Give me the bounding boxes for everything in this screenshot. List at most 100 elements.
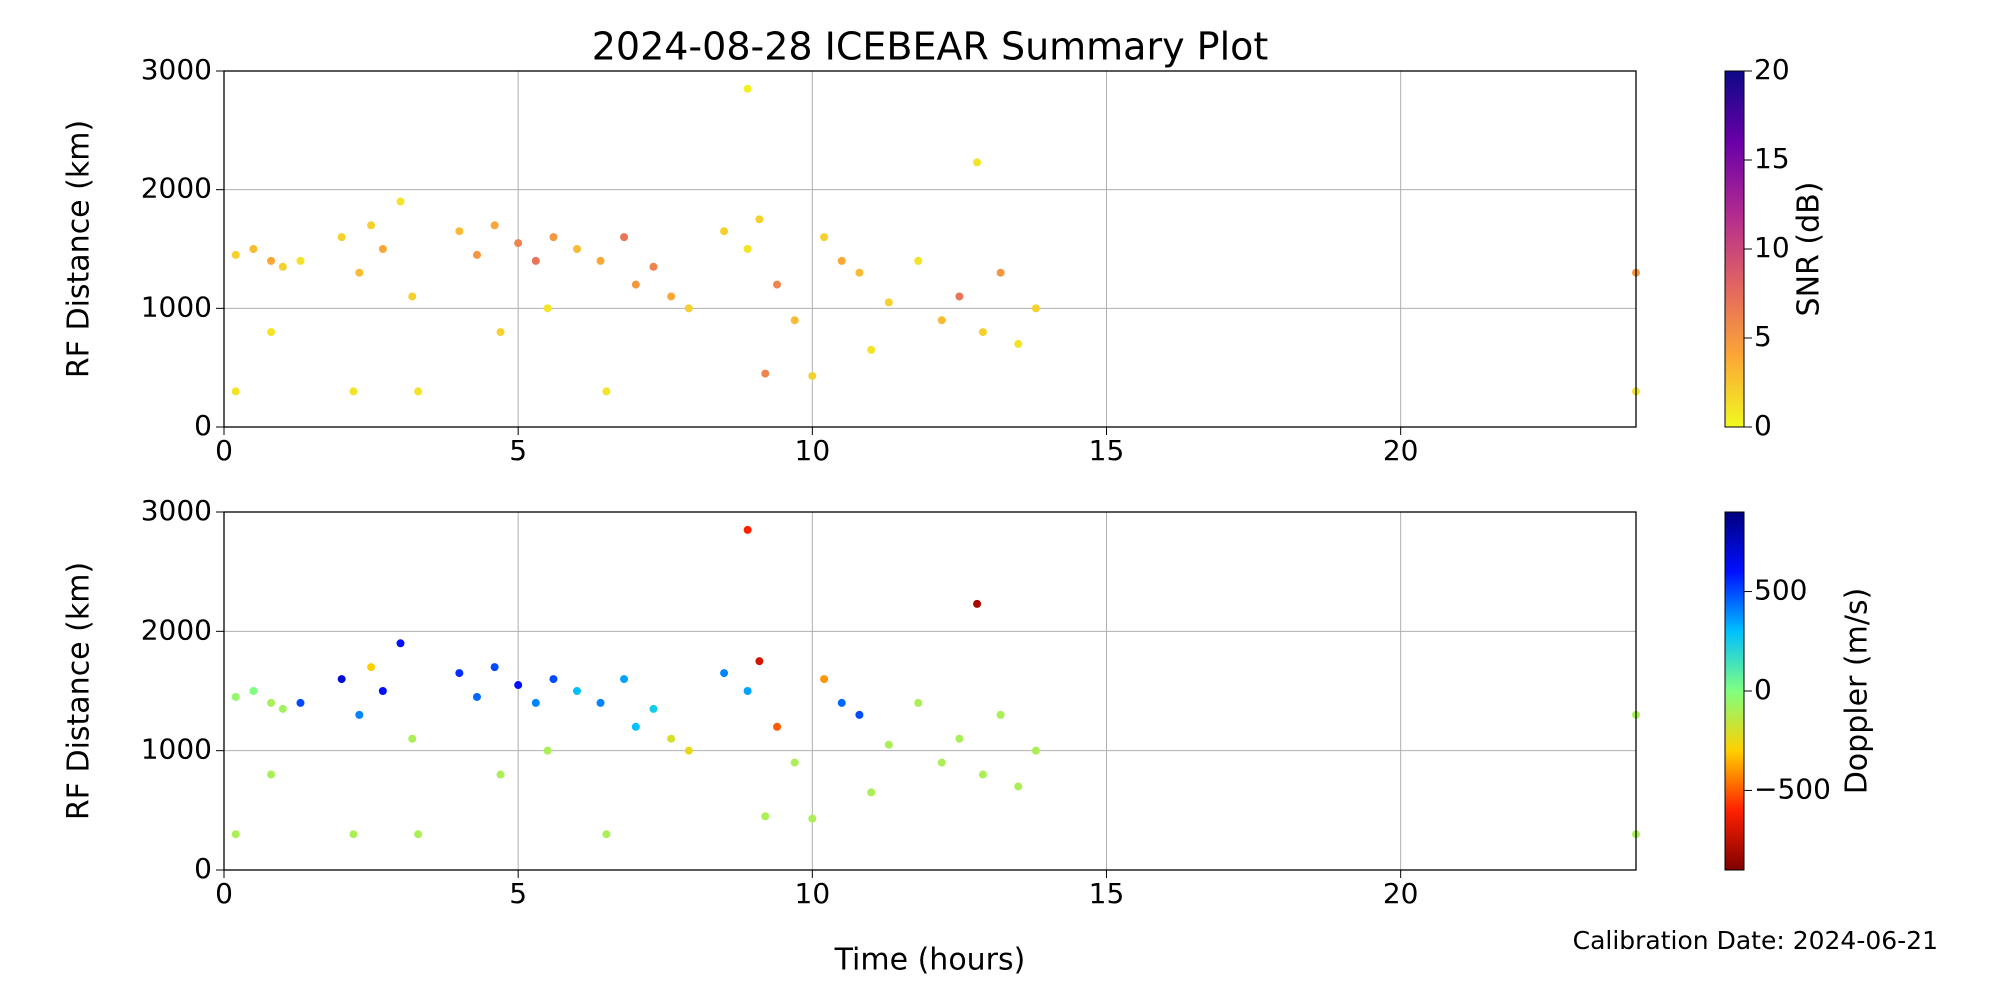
x-tick-label: 15: [1089, 877, 1125, 910]
data-point: [514, 239, 523, 248]
data-point: [855, 268, 864, 277]
data-point: [631, 280, 640, 289]
data-point: [955, 292, 964, 301]
data-point: [684, 746, 693, 755]
colorbar-tick-label: 0: [1754, 673, 1772, 706]
data-point: [884, 740, 893, 749]
data-point: [549, 233, 558, 242]
data-point: [743, 84, 752, 93]
data-point: [496, 328, 505, 337]
x-axis-label: Time (hours): [834, 943, 1026, 978]
data-point: [820, 675, 829, 684]
data-point: [549, 675, 558, 684]
y-tick-label: 2000: [141, 172, 212, 205]
y-tick-label: 2000: [141, 613, 212, 646]
x-tick-label: 20: [1383, 434, 1419, 467]
x-tick-label: 20: [1383, 877, 1419, 910]
data-point: [414, 830, 423, 839]
data-point: [267, 328, 276, 337]
data-point: [414, 387, 423, 396]
x-tick-label: 0: [215, 877, 233, 910]
data-point: [396, 639, 405, 648]
data-point: [355, 268, 364, 277]
data-point: [955, 734, 964, 743]
data-point: [349, 387, 358, 396]
data-point: [667, 292, 676, 301]
data-point: [408, 734, 417, 743]
x-tick-label: 10: [795, 434, 831, 467]
data-point: [667, 734, 676, 743]
y-tick-label: 3000: [141, 494, 212, 527]
data-point: [531, 256, 540, 265]
data-point: [773, 722, 782, 731]
colorbar-tick-label: 5: [1754, 320, 1772, 353]
data-point: [867, 788, 876, 797]
data-point: [249, 687, 258, 695]
data-point: [808, 814, 817, 823]
data-point: [249, 245, 258, 253]
data-point: [1014, 339, 1023, 348]
data-point: [773, 280, 782, 289]
colorbar: [1724, 70, 1745, 428]
data-point: [973, 158, 982, 167]
data-point: [1031, 304, 1040, 313]
data-point: [514, 681, 523, 690]
colorbar-tick-label: 10: [1754, 231, 1790, 264]
data-point: [231, 692, 240, 701]
data-point: [408, 292, 417, 301]
data-point: [267, 256, 276, 265]
data-point: [455, 227, 464, 236]
data-point: [531, 698, 540, 707]
y-tick-label: 0: [194, 409, 212, 442]
colorbar-tick-label: 0: [1754, 409, 1772, 442]
data-point: [231, 250, 240, 259]
data-point: [649, 262, 658, 271]
data-point: [755, 657, 764, 666]
colorbar: [1724, 511, 1745, 871]
data-point: [743, 525, 752, 534]
data-point: [496, 770, 505, 779]
data-point: [472, 250, 481, 259]
data-point: [914, 698, 923, 707]
colorbar-label: SNR (dB): [1792, 182, 1827, 317]
data-point: [996, 710, 1005, 719]
data-point: [367, 663, 376, 672]
data-point: [1014, 782, 1023, 791]
data-point: [267, 698, 276, 707]
x-tick-label: 10: [795, 877, 831, 910]
data-point: [914, 256, 923, 265]
data-point: [596, 256, 605, 265]
data-point: [378, 687, 387, 695]
data-point: [720, 227, 729, 236]
data-point: [337, 675, 346, 684]
data-point: [743, 687, 752, 695]
data-point: [937, 316, 946, 325]
y-axis-label: RF Distance (km): [62, 120, 97, 378]
data-point: [296, 256, 305, 265]
data-point: [231, 830, 240, 839]
colorbar-label: Doppler (m/s): [1840, 588, 1875, 795]
data-point: [472, 692, 481, 701]
data-point: [808, 371, 817, 380]
data-point: [755, 215, 764, 224]
data-point: [978, 770, 987, 779]
y-tick-label: 1000: [141, 733, 212, 766]
plot-frame: [223, 70, 1637, 428]
data-point: [884, 298, 893, 307]
data-point: [978, 328, 987, 337]
x-tick-label: 15: [1089, 434, 1125, 467]
data-point: [355, 710, 364, 719]
data-point: [837, 698, 846, 707]
data-point: [820, 233, 829, 242]
plot-frame: [223, 511, 1637, 871]
data-point: [349, 830, 358, 839]
data-point: [855, 710, 864, 719]
data-point: [455, 669, 464, 678]
data-point: [337, 233, 346, 242]
data-point: [231, 387, 240, 396]
data-point: [543, 746, 552, 755]
data-point: [973, 599, 982, 608]
colorbar-tick-label: 20: [1754, 53, 1790, 86]
y-tick-label: 1000: [141, 290, 212, 323]
